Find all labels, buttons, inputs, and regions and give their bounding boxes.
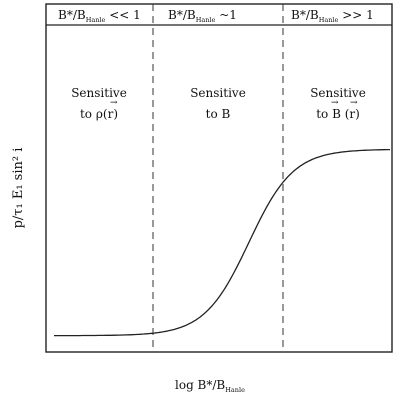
x-axis-label: log B*/BHanle bbox=[175, 378, 245, 394]
region-2-line1: Sensitive bbox=[190, 86, 246, 100]
plot-frame bbox=[45, 3, 393, 353]
region-3-line2: to B (r) bbox=[316, 107, 360, 121]
header-label-mid: B*/BHanle ~1 bbox=[168, 8, 237, 24]
header-label-strong: B*/BHanle >> 1 bbox=[291, 8, 374, 24]
vector-arrow-icon: → bbox=[331, 98, 339, 108]
region-3-line1: Sensitive bbox=[310, 86, 366, 100]
region-1-line2: to ρ(r) bbox=[80, 107, 118, 121]
svg-text:B*/BHanle << 1: B*/BHanle << 1 bbox=[58, 8, 141, 24]
vector-arrow-icon: → bbox=[110, 98, 118, 108]
svg-text:B*/BHanle >> 1: B*/BHanle >> 1 bbox=[291, 8, 374, 24]
header-label-weak: B*/BHanle << 1 bbox=[58, 8, 141, 24]
region-2-line2: to B bbox=[206, 107, 231, 121]
svg-text:B*/BHanle ~1: B*/BHanle ~1 bbox=[168, 8, 237, 24]
region-1-line1: Sensitive bbox=[71, 86, 127, 100]
vector-arrow-icon: → bbox=[350, 98, 358, 108]
y-axis-label: p/τ₁ E₁ sin² i bbox=[11, 148, 26, 229]
response-curve bbox=[54, 148, 390, 337]
